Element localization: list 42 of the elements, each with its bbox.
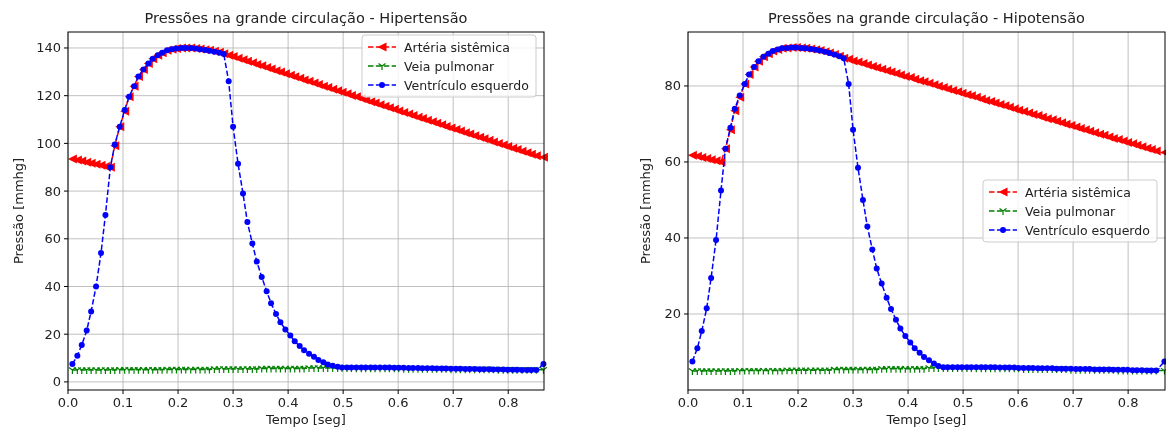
y-tick-label: 40 [44, 278, 61, 294]
y-tick-label: 140 [36, 40, 61, 56]
y-tick-label: 120 [36, 88, 61, 104]
y-axis-title: Pressão [mmhg] [638, 157, 653, 265]
x-tick-label: 0.0 [57, 395, 79, 410]
chart-title: Pressões na grande circulação - Hipertensão [144, 10, 468, 26]
x-tick-label: 0.2 [167, 395, 189, 410]
y-tick-label: 80 [664, 78, 681, 94]
x-tick-label: 0.5 [332, 395, 354, 410]
chart-title: Pressões na grande circulação - Hipotensão [768, 10, 1086, 26]
y-axis-title: Pressão [mmhg] [11, 157, 26, 265]
x-tick-label: 0.0 [677, 395, 699, 410]
x-tick-label: 0.8 [497, 395, 519, 410]
legend-label: Artéria sistêmica [404, 39, 510, 55]
y-tick-label: 0 [52, 374, 61, 390]
x-tick-label: 0.3 [842, 395, 864, 410]
x-tick-label: 0.8 [1117, 395, 1139, 410]
y-tick-label: 40 [664, 230, 681, 246]
x-tick-label: 0.1 [112, 395, 134, 410]
legend-label: Artéria sistêmica [1025, 184, 1131, 200]
x-tick-label: 0.7 [1062, 395, 1084, 410]
x-axis-title: Tempo [seg] [265, 412, 346, 427]
y-tick-label: 60 [44, 231, 61, 247]
y-tick-label: 100 [36, 135, 61, 151]
x-tick-label: 0.2 [787, 395, 809, 410]
x-tick-label: 0.6 [387, 395, 409, 410]
x-tick-label: 0.1 [732, 395, 754, 410]
y-tick-label: 80 [44, 183, 61, 199]
y-tick-label: 20 [44, 326, 61, 342]
x-tick-label: 0.7 [442, 395, 464, 410]
legend-label: Veia pulmonar [1025, 203, 1117, 219]
x-tick-label: 0.3 [222, 395, 244, 410]
y-tick-label: 60 [664, 154, 681, 170]
x-tick-label: 0.4 [277, 395, 299, 410]
x-tick-label: 0.5 [952, 395, 974, 410]
y-tick-label: 20 [664, 306, 681, 322]
x-tick-label: 0.6 [1007, 395, 1029, 410]
legend-label: Ventrículo esquerdo [404, 77, 529, 93]
x-tick-label: 0.4 [897, 395, 919, 410]
x-axis-title: Tempo [seg] [885, 412, 967, 427]
legend-label: Ventrículo esquerdo [1025, 222, 1150, 238]
legend-label: Veia pulmonar [404, 58, 496, 74]
